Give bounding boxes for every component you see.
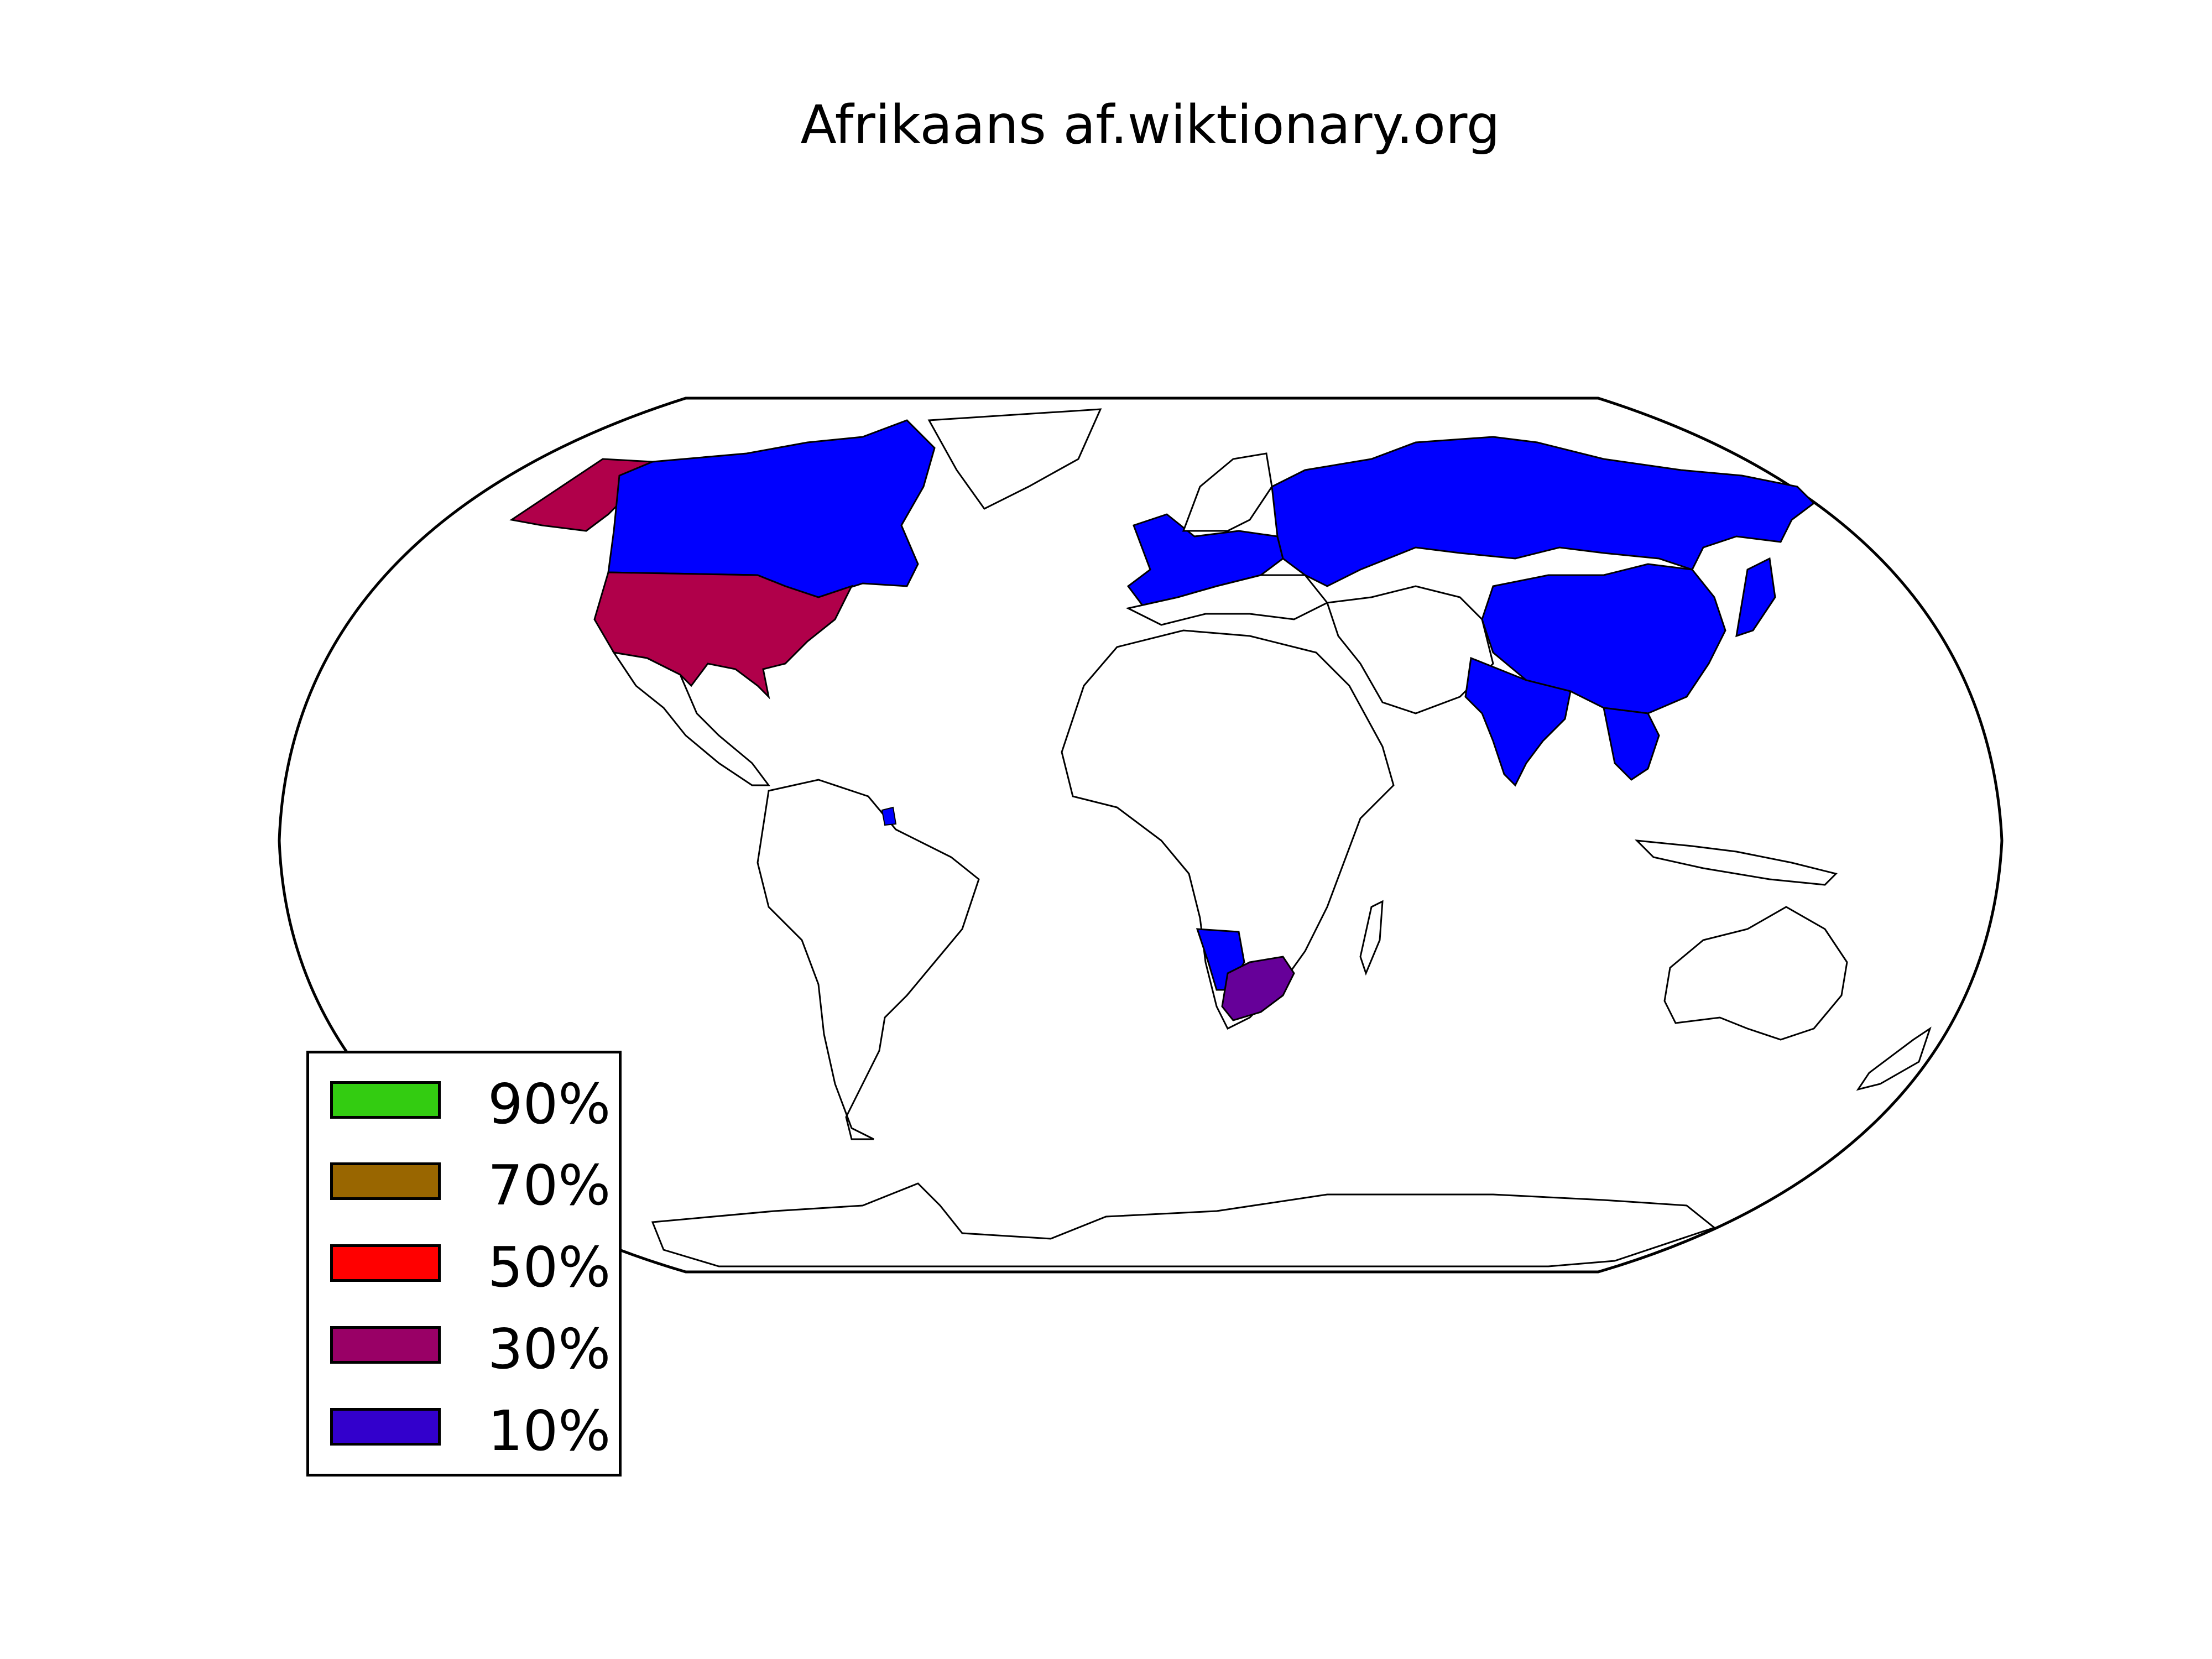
map-title: Afrikaans af.wiktionary.org	[800, 94, 1500, 156]
region-japan	[1735, 557, 1776, 638]
region-southeast-asia	[1603, 707, 1660, 781]
legend-item: 30%	[330, 1317, 618, 1381]
legend-item: 90%	[330, 1072, 618, 1136]
legend-swatch	[330, 1408, 441, 1446]
land-scandinavia	[1182, 452, 1273, 532]
region-india	[1464, 656, 1572, 787]
land-antarctica	[651, 1182, 1717, 1267]
land-south-america	[757, 779, 980, 1140]
region-south-africa	[1221, 956, 1295, 1021]
legend-item: 50%	[330, 1235, 618, 1300]
legend: 90% 70% 50% 30% 10%	[306, 1051, 622, 1477]
legend-swatch	[330, 1081, 441, 1119]
land-australia	[1663, 906, 1848, 1041]
land-greenland	[927, 408, 1102, 510]
region-guiana	[881, 806, 897, 826]
legend-label: 10%	[488, 1399, 611, 1463]
land-mexico	[612, 651, 770, 786]
legend-label: 70%	[488, 1153, 611, 1218]
region-china	[1481, 563, 1726, 714]
legend-swatch	[330, 1326, 441, 1364]
legend-swatch	[330, 1244, 441, 1282]
land-madagascar	[1359, 900, 1384, 976]
legend-label: 30%	[488, 1317, 611, 1381]
land-indonesia	[1634, 839, 1838, 886]
legend-label: 90%	[488, 1072, 611, 1136]
legend-item: 10%	[330, 1399, 618, 1463]
legend-label: 50%	[488, 1235, 611, 1300]
land-new-zealand	[1856, 1026, 1932, 1091]
legend-item: 70%	[330, 1153, 618, 1218]
legend-swatch	[330, 1162, 441, 1200]
region-russia	[1271, 436, 1815, 587]
